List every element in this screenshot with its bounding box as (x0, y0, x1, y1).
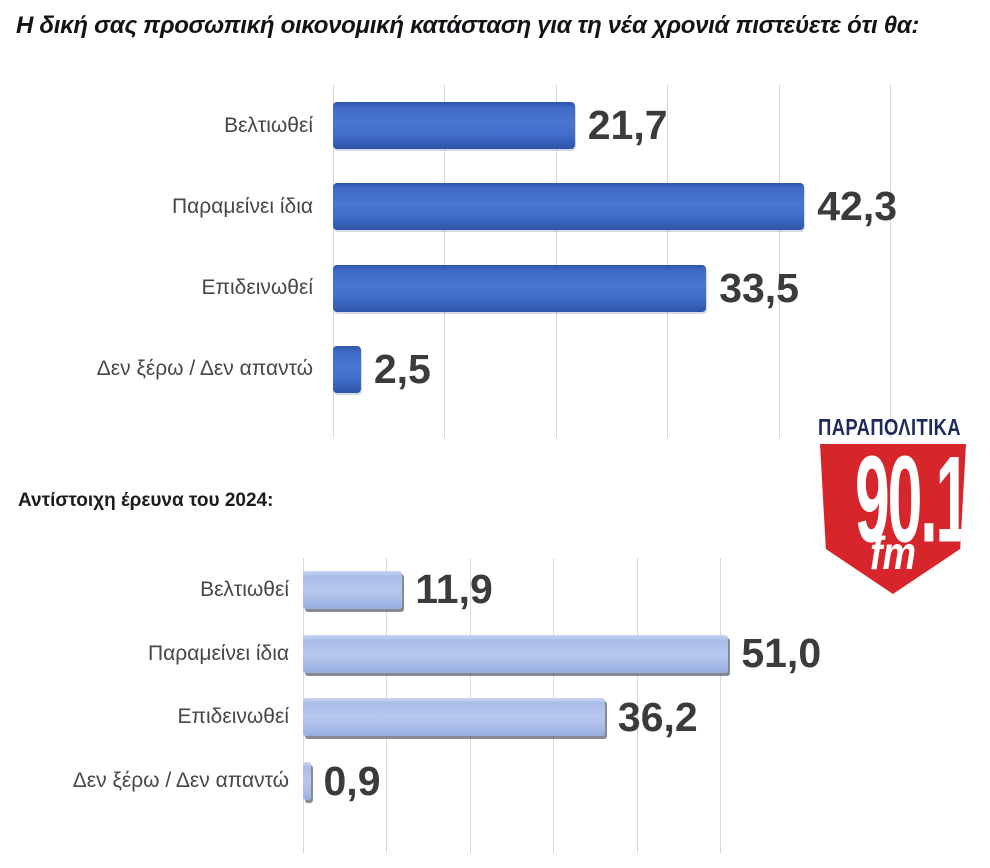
survey-chart-2025: Βελτιωθεί 21,7 Παραμείνει ίδια 42,3 Επιδ… (97, 85, 897, 438)
bar-row: Βελτιωθεί 21,7 (224, 85, 890, 166)
gridline (778, 85, 780, 438)
value-bar (333, 264, 707, 312)
value-label: 2,5 (373, 345, 431, 392)
gridline (555, 85, 557, 438)
gridline (890, 85, 891, 438)
survey-chart-2024: Βελτιωθεί 11,9 Παραμείνει ίδια 51,0 Επιδ… (73, 558, 821, 853)
value-label: 11,9 (415, 566, 493, 613)
category-label: Παραμείνει ίδια (171, 194, 313, 218)
logo-brand-text: ΠΑΡΑΠΟΛΙΤΙΚΑ (818, 414, 961, 440)
category-label: Επιδεινωθεί (177, 705, 289, 729)
value-bar (333, 102, 575, 150)
category-label: Βελτιωθεί (200, 577, 289, 601)
value-bar (333, 345, 361, 393)
bar-row: Επιδεινωθεί 33,5 (202, 248, 890, 329)
value-label: 0,9 (323, 757, 381, 804)
bar-row: Βελτιωθεί 11,9 (200, 559, 720, 621)
category-label: Παραμείνει ίδια (147, 641, 289, 665)
chart-title: Η δική σας προσωπική οικονομική κατάστασ… (16, 12, 920, 39)
value-bar (303, 698, 605, 737)
logo-band-fm: fm (869, 526, 917, 579)
value-label: 42,3 (817, 183, 898, 230)
value-bar (333, 183, 805, 231)
gridline (444, 85, 446, 438)
gridline (333, 85, 334, 438)
bar-row: Παραμείνει ίδια 42,3 (172, 166, 897, 247)
bar-rows: Βελτιωθεί 21,7 Παραμείνει ίδια 42,3 Επιδ… (97, 85, 897, 410)
gridline (636, 558, 638, 853)
radio-logo: ΠΑΡΑΠΟΛΙΤΙΚΑ 90.1 fm (818, 414, 976, 594)
value-label: 21,7 (587, 102, 668, 149)
category-label: Βελτιωθεί (224, 113, 313, 137)
value-label: 36,2 (617, 693, 698, 740)
subtitle-2024: Αντίστοιχη έρευνα του 2024: (18, 490, 274, 511)
category-label: Δεν ξέρω / Δεν απαντώ (72, 769, 289, 793)
value-bar (303, 570, 403, 609)
bar-row: Παραμείνει ίδια 51,0 (148, 623, 821, 685)
value-bar (303, 634, 729, 673)
bar-rows: Βελτιωθεί 11,9 Παραμείνει ίδια 51,0 Επιδ… (73, 558, 821, 813)
gridline (720, 558, 721, 853)
bar-row: Δεν ξέρω / Δεν απαντώ 2,5 (97, 329, 890, 410)
logo-shield: 90.1 fm (820, 444, 966, 594)
bar-row: Δεν ξέρω / Δεν απαντώ 0,9 (73, 750, 720, 812)
value-bar (303, 762, 311, 801)
gridline (667, 85, 669, 438)
value-label: 51,0 (741, 630, 822, 677)
bar-row: Επιδεινωθεί 36,2 (178, 686, 720, 748)
value-label: 33,5 (719, 264, 799, 311)
category-label: Επιδεινωθεί (201, 276, 313, 300)
category-label: Δεν ξέρω / Δεν απαντώ (96, 357, 313, 381)
